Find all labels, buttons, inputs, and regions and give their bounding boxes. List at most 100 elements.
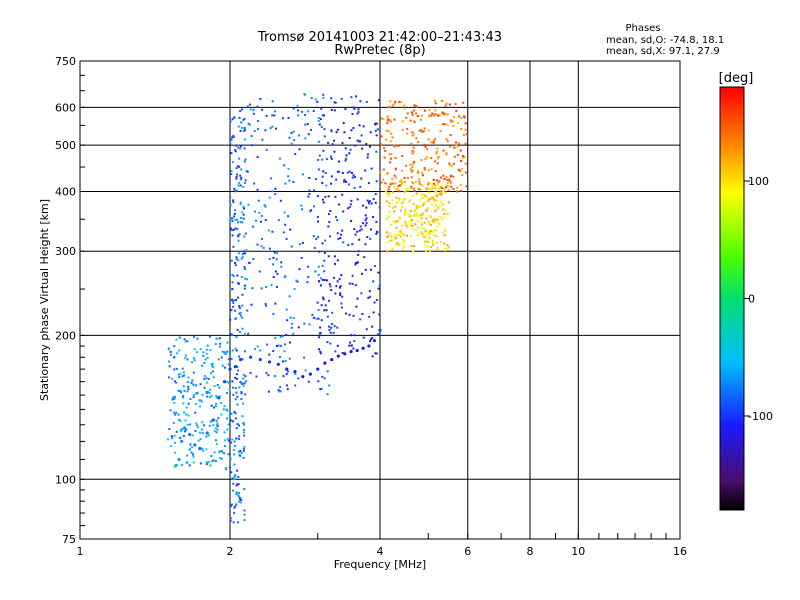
cluster-point [238, 355, 241, 358]
cluster-point [209, 420, 212, 423]
cluster-point [457, 142, 460, 145]
cluster-point [329, 235, 332, 238]
cluster-point [391, 199, 394, 202]
cluster-point [387, 130, 390, 133]
cluster-point [224, 351, 227, 354]
cluster-point [252, 112, 255, 115]
cluster-point [399, 180, 402, 183]
cluster-point [284, 182, 287, 185]
cluster-point [441, 112, 444, 115]
cluster-point [242, 217, 245, 220]
cluster-point [188, 464, 191, 467]
data-point [349, 349, 353, 354]
cluster-point [413, 189, 416, 192]
cluster-point [239, 501, 242, 504]
cluster-point [229, 519, 232, 522]
cluster-point [230, 152, 233, 155]
cluster-point [239, 129, 242, 132]
cluster-point [207, 434, 210, 437]
cluster-point [279, 335, 282, 338]
cluster-point [421, 184, 424, 187]
cluster-point [225, 468, 228, 471]
grid-lines [80, 61, 680, 539]
cluster-point [325, 279, 328, 282]
cluster-point [388, 205, 391, 208]
cluster-point [446, 181, 449, 184]
cluster-point [236, 189, 239, 192]
cluster-point [372, 197, 375, 200]
cluster-point [370, 167, 373, 170]
cluster-point [255, 375, 258, 378]
cluster-point [324, 172, 327, 175]
cluster-point [264, 129, 267, 132]
cluster-point [433, 99, 436, 102]
cluster-point [416, 115, 419, 118]
cluster-point [221, 364, 224, 367]
cluster-point [326, 370, 329, 373]
cluster-point [429, 246, 432, 249]
cluster-point [462, 101, 465, 104]
cluster-point [178, 418, 181, 421]
cluster-point [317, 236, 320, 239]
cluster-point [371, 325, 374, 328]
cluster-point [417, 226, 420, 229]
cluster-point [340, 97, 343, 100]
cluster-point [228, 414, 231, 417]
cluster-point [453, 155, 456, 158]
cluster-point [328, 384, 331, 387]
cluster-point [412, 146, 415, 149]
cluster-point [386, 236, 389, 239]
cluster-point [409, 220, 412, 223]
cluster-point [203, 374, 206, 377]
cluster-point [418, 180, 421, 183]
cluster-point [389, 183, 392, 186]
cluster-point [433, 160, 436, 163]
cluster-point [317, 220, 320, 223]
cluster-point [238, 181, 241, 184]
data-points [166, 93, 468, 524]
cluster-point [188, 448, 191, 451]
cluster-point [379, 171, 382, 174]
cluster-point [323, 377, 326, 380]
cluster-point [251, 287, 254, 290]
chart-title: Tromsø 20141003 21:42:00–21:43:43 [257, 30, 502, 45]
cluster-point [360, 228, 363, 231]
cluster-point [269, 127, 272, 130]
cluster-point [249, 371, 252, 374]
cluster-point [230, 504, 233, 507]
cluster-point [405, 164, 408, 167]
cluster-point [210, 404, 213, 407]
data-point [211, 418, 215, 422]
cluster-point [348, 313, 351, 316]
cluster-point [235, 256, 238, 259]
cluster-point [177, 413, 180, 416]
cluster-point [428, 230, 431, 233]
cluster-point [410, 111, 413, 114]
cluster-point [216, 424, 219, 427]
cluster-point [404, 211, 407, 214]
cluster-point [186, 340, 189, 343]
cluster-point [229, 120, 232, 123]
colorbar-label: [deg] [719, 71, 754, 86]
x-axis-label: Frequency [MHz] [334, 558, 426, 571]
cluster-point [242, 423, 245, 426]
cluster-point [174, 451, 177, 454]
cluster-point [229, 204, 232, 207]
cluster-point [190, 381, 193, 384]
cluster-point [232, 393, 235, 396]
cluster-point [445, 102, 448, 105]
cluster-point [431, 220, 434, 223]
x-axis-ticks: 1 2 4 6 8 10 16 [77, 533, 687, 558]
cluster-point [348, 170, 351, 173]
cluster-point [285, 237, 288, 240]
cluster-point [443, 242, 446, 245]
cluster-point [401, 155, 404, 158]
cluster-point [189, 423, 192, 426]
cluster-point [234, 264, 237, 267]
cluster-point [404, 197, 407, 200]
cluster-point [430, 141, 433, 144]
cluster-point [239, 499, 242, 502]
cluster-point [306, 281, 309, 284]
cluster-point [396, 242, 399, 245]
cluster-point [256, 243, 259, 246]
